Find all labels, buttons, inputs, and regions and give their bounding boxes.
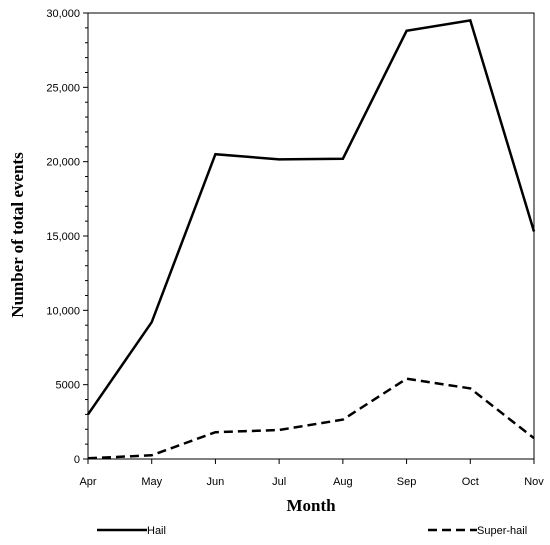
y-tick-label: 5000 — [56, 380, 80, 392]
x-tick-label: Nov — [524, 476, 544, 488]
y-tick-label: 30,000 — [46, 8, 80, 20]
x-axis-ticks: Apr May Jun Jul Aug Sep Oct Nov — [79, 459, 544, 488]
x-tick-label: Sep — [397, 476, 417, 488]
legend-label-hail: Hail — [147, 525, 166, 537]
series-line-super-hail — [87, 377, 535, 460]
y-tick-label: 25,000 — [46, 82, 80, 94]
x-tick-label: Jul — [272, 476, 286, 488]
x-tick-label: Oct — [462, 476, 479, 488]
y-tick-label: 15,000 — [46, 231, 80, 243]
y-axis-title: Number of total events — [8, 152, 27, 318]
plot-frame — [87, 12, 535, 460]
y-tick-label: 20,000 — [46, 157, 80, 169]
legend: Hail Super-hail — [97, 525, 527, 537]
y-tick-label: 10,000 — [46, 305, 80, 317]
x-tick-label: Apr — [79, 476, 96, 488]
x-axis-title: Month — [286, 496, 336, 515]
x-tick-label: Aug — [333, 476, 353, 488]
legend-label-super-hail: Super-hail — [477, 525, 527, 537]
x-tick-label: Jun — [207, 476, 225, 488]
x-tick-label: May — [141, 476, 162, 488]
y-tick-label: 0 — [74, 454, 80, 466]
y-axis-ticks: 0 5000 10,000 15,000 20,000 25,000 30,000 — [46, 8, 88, 466]
series-line-hail — [86, 18, 536, 416]
series-lines — [86, 18, 536, 460]
plot-border — [87, 12, 535, 460]
